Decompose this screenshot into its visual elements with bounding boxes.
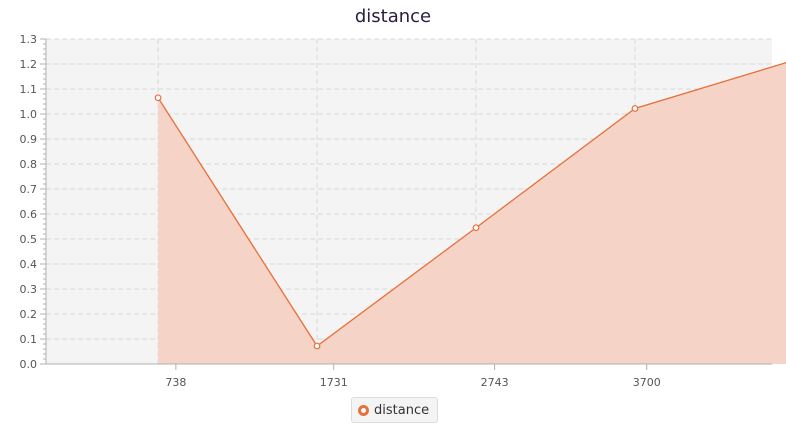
data-point [154,94,162,102]
x-tick-label: 3700 [633,376,661,389]
y-axis-ticks: 0.0 0.1 0.2 0.3 0.4 0.5 0.6 0.7 0.8 0.9 1.0 1.1 1.2 1… [20,33,46,371]
y-tick-label: 1.3 [20,33,38,46]
x-tick-label: 1731 [320,376,348,389]
series-area-fill [158,62,786,364]
legend-label: distance [374,402,430,418]
y-tick-label: 0.5 [20,233,38,246]
series-points [154,94,639,350]
y-tick-label: 0.4 [20,258,38,271]
chart-title: distance [354,6,432,27]
y-tick-label: 0.7 [20,183,38,196]
y-tick-label: 1.2 [20,58,38,71]
x-tick-label: 738 [165,376,186,389]
y-tick-label: 1.0 [20,108,38,121]
axes [45,39,772,365]
y-tick-label: 0.1 [20,333,38,346]
y-tick-label: 1.1 [20,83,38,96]
x-axis-ticks: 738 1731 2743 3700 [165,364,661,389]
y-tick-label: 0.2 [20,308,38,321]
y-tick-label: 0.9 [20,133,38,146]
legend[interactable]: distance [351,397,439,423]
legend-marker-icon [358,404,369,416]
y-tick-label: 0.8 [20,158,38,171]
data-point [313,342,321,350]
x-tick-label: 2743 [481,376,509,389]
y-tick-label: 0.3 [20,283,38,296]
data-point [472,224,480,232]
y-tick-label: 0.6 [20,208,38,221]
data-point [631,105,639,112]
y-tick-label: 0.0 [20,358,38,371]
